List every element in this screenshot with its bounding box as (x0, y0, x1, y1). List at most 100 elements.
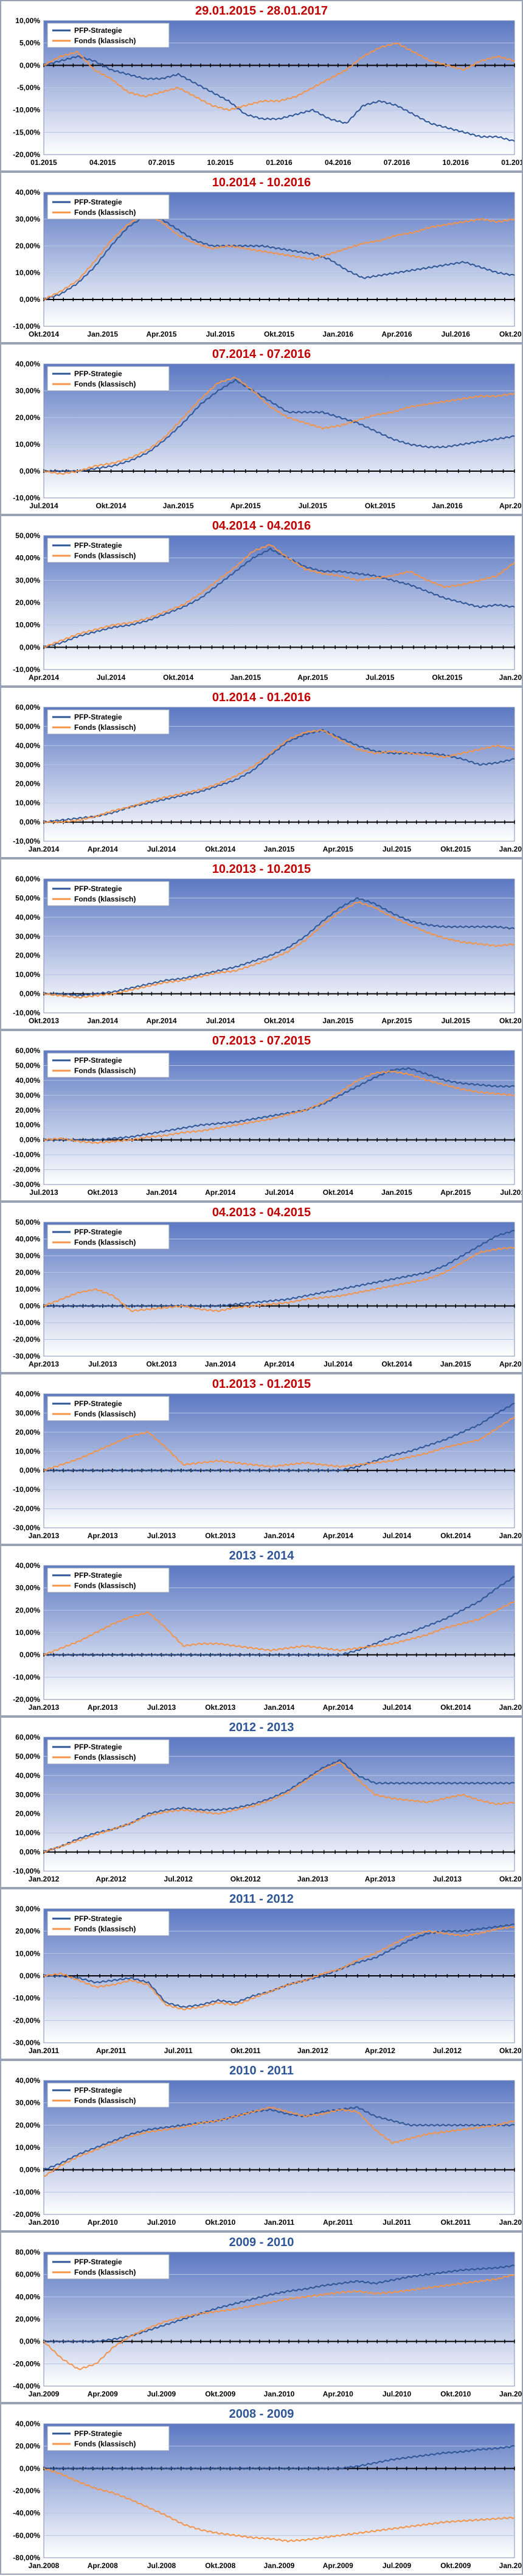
y-tick-label: 40,00% (15, 1562, 40, 1570)
y-tick-label: 40,00% (15, 1235, 40, 1244)
chart-panel: 07.2014 - 07.2016 40,00% 30,00% 20,00% 10,00… (0, 343, 523, 515)
legend-label: PFP-Strategie (74, 2258, 122, 2266)
x-tick-label: Jul.2015 (442, 1017, 471, 1025)
x-tick-label: Jul.2014 (97, 673, 126, 682)
y-tick-label: 10,00% (15, 17, 40, 25)
y-tick-label: -20,00% (13, 1505, 40, 1513)
legend-label: PFP-Strategie (74, 1571, 122, 1580)
legend-label: PFP-Strategie (74, 1743, 122, 1751)
y-tick-label: 30,00% (15, 1251, 40, 1260)
x-tick-label: Okt.2013 (88, 1188, 118, 1197)
x-tick-label: Apr.2014 (323, 1703, 353, 1712)
chart-title: 04.2013 - 04.2015 (212, 1206, 311, 1219)
y-tick-label: 30,00% (15, 387, 40, 395)
legend-box (47, 194, 170, 220)
y-tick-label: -20,00% (13, 1335, 40, 1344)
y-tick-label: 30,00% (15, 1905, 40, 1913)
x-tick-label: Apr.2014 (323, 1531, 353, 1540)
line-chart: 40,00% 30,00% 20,00% 10,00% 0,00% -10,00% -20,… (13, 1562, 522, 1712)
x-tick-label: Jul.2014 (383, 1703, 412, 1712)
x-tick-label: Jan.2015 (163, 502, 194, 510)
chart-title: 2012 - 2013 (229, 1721, 294, 1734)
y-tick-label: -5,00% (17, 83, 40, 92)
y-tick-label: 20,00% (15, 2442, 40, 2451)
y-tick-label: 20,00% (15, 951, 40, 960)
y-tick-label: -10,00% (13, 665, 40, 674)
chart-title: 04.2014 - 04.2016 (212, 519, 311, 533)
line-chart: 60,00% 50,00% 40,00% 30,00% 20,00% 10,00% 0,00… (13, 1047, 522, 1197)
legend-box (47, 709, 170, 735)
chart-panel: 2010 - 2011 40,00% 30,00% 20,00% 10,00% 0,00%… (0, 2060, 523, 2231)
legend-label: PFP-Strategie (74, 1228, 122, 1236)
legend-label: Fonds (klassisch) (74, 37, 136, 45)
y-tick-label: 10,00% (15, 1949, 40, 1958)
legend-label: Fonds (klassisch) (74, 380, 136, 388)
chart-title: 29.01.2015 - 28.01.2017 (195, 4, 328, 18)
series-line-fonds (43, 1070, 515, 1144)
x-tick-label: Jan.2010 (499, 2561, 522, 2570)
chart-panel: 10.2013 - 10.2015 60,00% 50,00% 40,00% 30,00… (0, 858, 523, 1030)
x-tick-label: Okt.2009 (440, 2561, 471, 2570)
x-tick-label: Apr.2014 (88, 845, 118, 853)
y-tick-label: -10,00% (13, 1673, 40, 1681)
line-chart: 80,00% 60,00% 40,00% 20,00% 0,00% -20,00% -40,… (13, 2249, 522, 2398)
x-tick-label: Okt.2015 (440, 845, 471, 853)
x-tick-label: Apr.2016 (381, 330, 412, 338)
series-line-fonds (43, 544, 515, 648)
y-tick-label: 60,00% (15, 875, 40, 883)
x-tick-label: Jan.2012 (297, 2046, 328, 2055)
x-tick-label: Jan.2010 (264, 2390, 295, 2398)
series-line-pfp-strategie (43, 1067, 515, 1142)
series-line-pfp-strategie (43, 2445, 515, 2470)
y-tick-label: 0,00% (19, 467, 40, 475)
y-tick-label: -20,00% (13, 2016, 40, 2025)
x-tick-label: Jan.2013 (29, 1703, 60, 1712)
x-tick-label: Okt.2014 (381, 1360, 412, 1368)
x-tick-label: Okt.2011 (230, 2046, 261, 2055)
x-tick-label: Okt.2013 (146, 1360, 176, 1368)
legend-box (47, 23, 170, 48)
x-tick-label: Apr.2015 (146, 330, 176, 338)
legend-label: PFP-Strategie (74, 2429, 122, 2438)
x-tick-label: Jan.2015 (87, 330, 118, 338)
x-tick-label: Apr.2016 (499, 502, 522, 510)
chart-panel: 04.2014 - 04.2016 50,00% 40,00% 30,00% 20,00… (0, 515, 523, 687)
y-tick-label: 20,00% (15, 780, 40, 788)
y-tick-label: -10,00% (13, 1150, 40, 1159)
line-chart: 10,00% 5,00% 0,00% -5,00% -10,00% -15,00% -20,… (13, 17, 522, 167)
y-tick-label: 40,00% (15, 189, 40, 197)
x-tick-label: Jul.2012 (164, 1875, 193, 1883)
x-tick-label: Okt.2016 (499, 330, 522, 338)
x-tick-label: Jan.2015 (381, 1188, 412, 1197)
x-tick-label: Apr.2015 (499, 1360, 522, 1368)
chart-panel: 07.2013 - 07.2015 60,00% 50,00% 40,00% 30,00… (0, 1030, 523, 1202)
x-tick-label: Jan.2013 (297, 1875, 328, 1883)
x-tick-label: 07.2016 (384, 158, 410, 167)
y-tick-label: 40,00% (15, 2420, 40, 2428)
series-line-fonds (43, 2467, 515, 2543)
y-tick-label: 20,00% (15, 1606, 40, 1614)
chart-title: 2008 - 2009 (229, 2407, 294, 2421)
x-tick-label: Okt.2013 (29, 1017, 59, 1025)
x-tick-label: Jan.2014 (264, 1531, 295, 1540)
line-chart: 50,00% 40,00% 30,00% 20,00% 10,00% 0,00% -10,0… (13, 532, 522, 682)
legend-label: PFP-Strategie (74, 198, 122, 206)
y-tick-label: 50,00% (15, 722, 40, 730)
line-chart: 50,00% 40,00% 30,00% 20,00% 10,00% 0,00% -10,0… (13, 1219, 522, 1368)
series-line-fonds (43, 1926, 515, 2011)
series-line-fonds (43, 1762, 515, 1853)
x-tick-label: Jan.2014 (264, 1703, 295, 1712)
y-tick-label: -20,00% (13, 2487, 40, 2495)
x-tick-label: Jul.2014 (206, 1017, 235, 1025)
chart-panel: 01.2013 - 01.2015 40,00% 30,00% 20,00% 10,00… (0, 1373, 523, 1545)
y-tick-label: 10,00% (15, 2143, 40, 2152)
x-tick-label: Okt.2012 (230, 1875, 261, 1883)
x-tick-label: Jul.2015 (206, 330, 235, 338)
x-tick-label: Jul.2013 (29, 1188, 58, 1197)
x-tick-label: Jan.2011 (29, 2046, 59, 2055)
legend-label: Fonds (klassisch) (74, 1410, 136, 1418)
